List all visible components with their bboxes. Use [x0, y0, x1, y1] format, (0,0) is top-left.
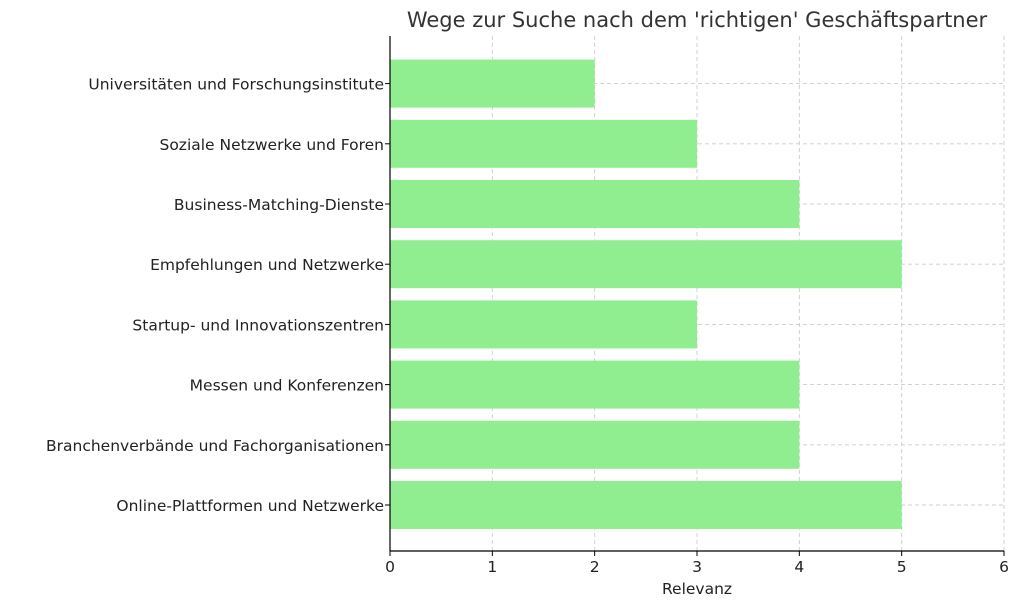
bar — [390, 300, 697, 349]
x-tick-label: 4 — [794, 558, 804, 576]
x-tick-label: 0 — [385, 558, 395, 576]
bar — [390, 481, 902, 529]
category-label: Universitäten und Forschungsinstitute — [88, 76, 384, 94]
bar — [390, 119, 697, 168]
bar — [390, 59, 595, 108]
grid-lines — [389, 36, 1005, 551]
x-tick-label: 5 — [897, 558, 907, 576]
category-label: Startup- und Innovationszentren — [132, 316, 384, 334]
category-labels: Online-Plattformen und Netzwerke Branchen… — [46, 76, 390, 515]
bar — [390, 420, 800, 469]
bar — [390, 240, 902, 289]
category-label: Online-Plattformen und Netzwerke — [116, 497, 384, 515]
category-label: Empfehlungen und Netzwerke — [150, 256, 384, 274]
x-tick-label: 1 — [487, 558, 497, 576]
bar — [390, 180, 800, 228]
bars-group — [390, 59, 902, 529]
category-label: Branchenverbände und Fachorganisationen — [46, 437, 384, 455]
x-ticks: 0 1 2 3 4 5 6 — [385, 551, 1009, 576]
chart-title: Wege zur Suche nach dem 'richtigen' Gesc… — [407, 8, 988, 32]
x-tick-label: 3 — [692, 558, 702, 576]
category-label: Soziale Netzwerke und Foren — [159, 136, 384, 154]
x-axis-label: Relevanz — [662, 580, 732, 598]
category-label: Messen und Konferenzen — [190, 377, 384, 395]
category-label: Business-Matching-Dienste — [174, 196, 384, 214]
x-tick-label: 2 — [590, 558, 600, 576]
bar — [390, 360, 800, 409]
x-tick-label: 6 — [999, 558, 1009, 576]
